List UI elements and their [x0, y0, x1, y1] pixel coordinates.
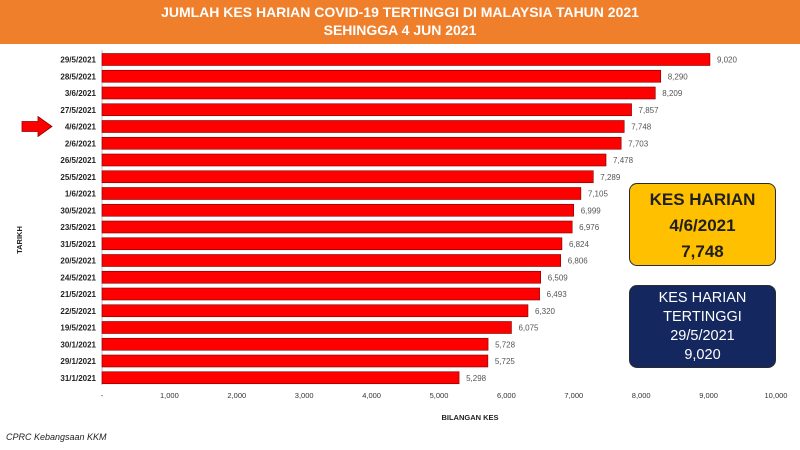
category-label-23-5-2021: 23/5/2021 — [60, 223, 96, 232]
y-axis-title: TARIKH — [15, 226, 24, 254]
bar-27-5-2021 — [101, 103, 632, 117]
value-label-31-1-2021: 5,298 — [466, 374, 487, 383]
value-label-31-5-2021: 6,824 — [569, 240, 590, 249]
daily-cases-callout: KES HARIAN 4/6/2021 7,748 — [629, 183, 776, 266]
category-label-4-6-2021: 4/6/2021 — [65, 123, 97, 132]
bar-31-5-2021 — [101, 237, 563, 251]
value-label-4-6-2021: 7,748 — [631, 123, 652, 132]
highest-callout-value: 9,020 — [684, 347, 721, 363]
category-label-22-5-2021: 22/5/2021 — [60, 307, 96, 316]
category-label-31-1-2021: 31/1/2021 — [60, 374, 96, 383]
category-label-25-5-2021: 25/5/2021 — [60, 173, 96, 182]
category-label-30-1-2021: 30/1/2021 — [60, 340, 96, 349]
bar-30-1-2021 — [101, 337, 489, 351]
category-label-29-1-2021: 29/1/2021 — [60, 357, 96, 366]
x-tick-label-7: 7,000 — [564, 391, 583, 400]
x-tick-label-3: 3,000 — [295, 391, 314, 400]
category-label-3-6-2021: 3/6/2021 — [65, 89, 97, 98]
bar-30-5-2021 — [101, 203, 575, 217]
bar-23-5-2021 — [101, 220, 573, 234]
category-label-20-5-2021: 20/5/2021 — [60, 257, 96, 266]
bar-19-5-2021 — [101, 321, 512, 334]
category-label-27-5-2021: 27/5/2021 — [60, 106, 96, 115]
bar-31-1-2021 — [101, 371, 460, 385]
bar-21-5-2021 — [101, 287, 540, 301]
value-label-28-5-2021: 8,290 — [668, 72, 689, 81]
value-label-30-5-2021: 6,999 — [581, 206, 602, 215]
daily-callout-value: 7,748 — [681, 242, 724, 261]
chart-subtitle: SEHINGGA 4 JUN 2021 — [323, 22, 477, 38]
bar-1-6-2021 — [101, 187, 582, 200]
x-tick-label-10: 10,000 — [765, 391, 788, 400]
category-label-2-6-2021: 2/6/2021 — [65, 139, 97, 148]
value-label-26-5-2021: 7,478 — [613, 156, 634, 165]
value-label-22-5-2021: 6,320 — [535, 307, 556, 316]
bar-3-6-2021 — [101, 86, 656, 100]
chart-title: JUMLAH KES HARIAN COVID-19 TERTINGGI DI … — [161, 4, 639, 20]
value-label-19-5-2021: 6,075 — [518, 324, 539, 333]
x-tick-label-0: - — [101, 391, 104, 400]
category-label-28-5-2021: 28/5/2021 — [60, 72, 96, 81]
bar-20-5-2021 — [101, 254, 562, 267]
category-label-19-5-2021: 19/5/2021 — [60, 324, 96, 333]
bar-29-5-2021 — [101, 53, 711, 66]
bar-25-5-2021 — [101, 170, 594, 184]
highest-callout-sublabel: TERTINGGI — [663, 309, 742, 325]
chart-title-banner: JUMLAH KES HARIAN COVID-19 TERTINGGI DI … — [0, 0, 800, 44]
highlight-arrow-icon — [21, 115, 53, 138]
bar-29-1-2021 — [101, 354, 489, 368]
value-label-21-5-2021: 6,493 — [547, 290, 568, 299]
value-label-29-5-2021: 9,020 — [717, 56, 738, 65]
x-tick-label-1: 1,000 — [160, 391, 179, 400]
value-label-23-5-2021: 6,976 — [579, 223, 600, 232]
value-label-20-5-2021: 6,806 — [568, 257, 589, 266]
category-label-21-5-2021: 21/5/2021 — [60, 290, 96, 299]
value-label-25-5-2021: 7,289 — [600, 173, 621, 182]
value-label-3-6-2021: 8,209 — [662, 89, 683, 98]
bar-28-5-2021 — [101, 69, 662, 83]
category-label-31-5-2021: 31/5/2021 — [60, 240, 96, 249]
category-label-29-5-2021: 29/5/2021 — [60, 56, 96, 65]
x-tick-label-6: 6,000 — [497, 391, 516, 400]
category-label-26-5-2021: 26/5/2021 — [60, 156, 96, 165]
bar-22-5-2021 — [101, 304, 529, 318]
category-label-30-5-2021: 30/5/2021 — [60, 206, 96, 215]
value-label-27-5-2021: 7,857 — [639, 106, 660, 115]
highest-callout-label: KES HARIAN — [658, 290, 747, 306]
x-tick-label-2: 2,000 — [227, 391, 246, 400]
bar-4-6-2021 — [101, 120, 625, 133]
value-label-24-5-2021: 6,509 — [548, 273, 569, 282]
x-tick-label-8: 8,000 — [632, 391, 651, 400]
daily-callout-date: 4/6/2021 — [669, 216, 736, 235]
category-label-1-6-2021: 1/6/2021 — [65, 190, 97, 199]
value-label-30-1-2021: 5,728 — [495, 340, 516, 349]
value-label-1-6-2021: 7,105 — [588, 190, 609, 199]
bar-26-5-2021 — [101, 153, 607, 167]
value-label-29-1-2021: 5,725 — [495, 357, 516, 366]
category-label-24-5-2021: 24/5/2021 — [60, 273, 96, 282]
bar-24-5-2021 — [101, 270, 542, 284]
bar-2-6-2021 — [101, 136, 622, 150]
x-tick-label-9: 9,000 — [699, 391, 718, 400]
daily-callout-label: KES HARIAN — [649, 190, 756, 209]
value-label-2-6-2021: 7,703 — [628, 139, 649, 148]
highest-cases-callout: KES HARIAN TERTINGGI 29/5/2021 9,020 — [629, 285, 776, 368]
highest-callout-date: 29/5/2021 — [670, 328, 735, 344]
source-note: CPRC Kebangsaan KKM — [6, 432, 107, 442]
x-tick-label-4: 4,000 — [362, 391, 381, 400]
x-axis-title: BILANGAN KES — [441, 413, 498, 422]
x-tick-label-5: 5,000 — [430, 391, 449, 400]
